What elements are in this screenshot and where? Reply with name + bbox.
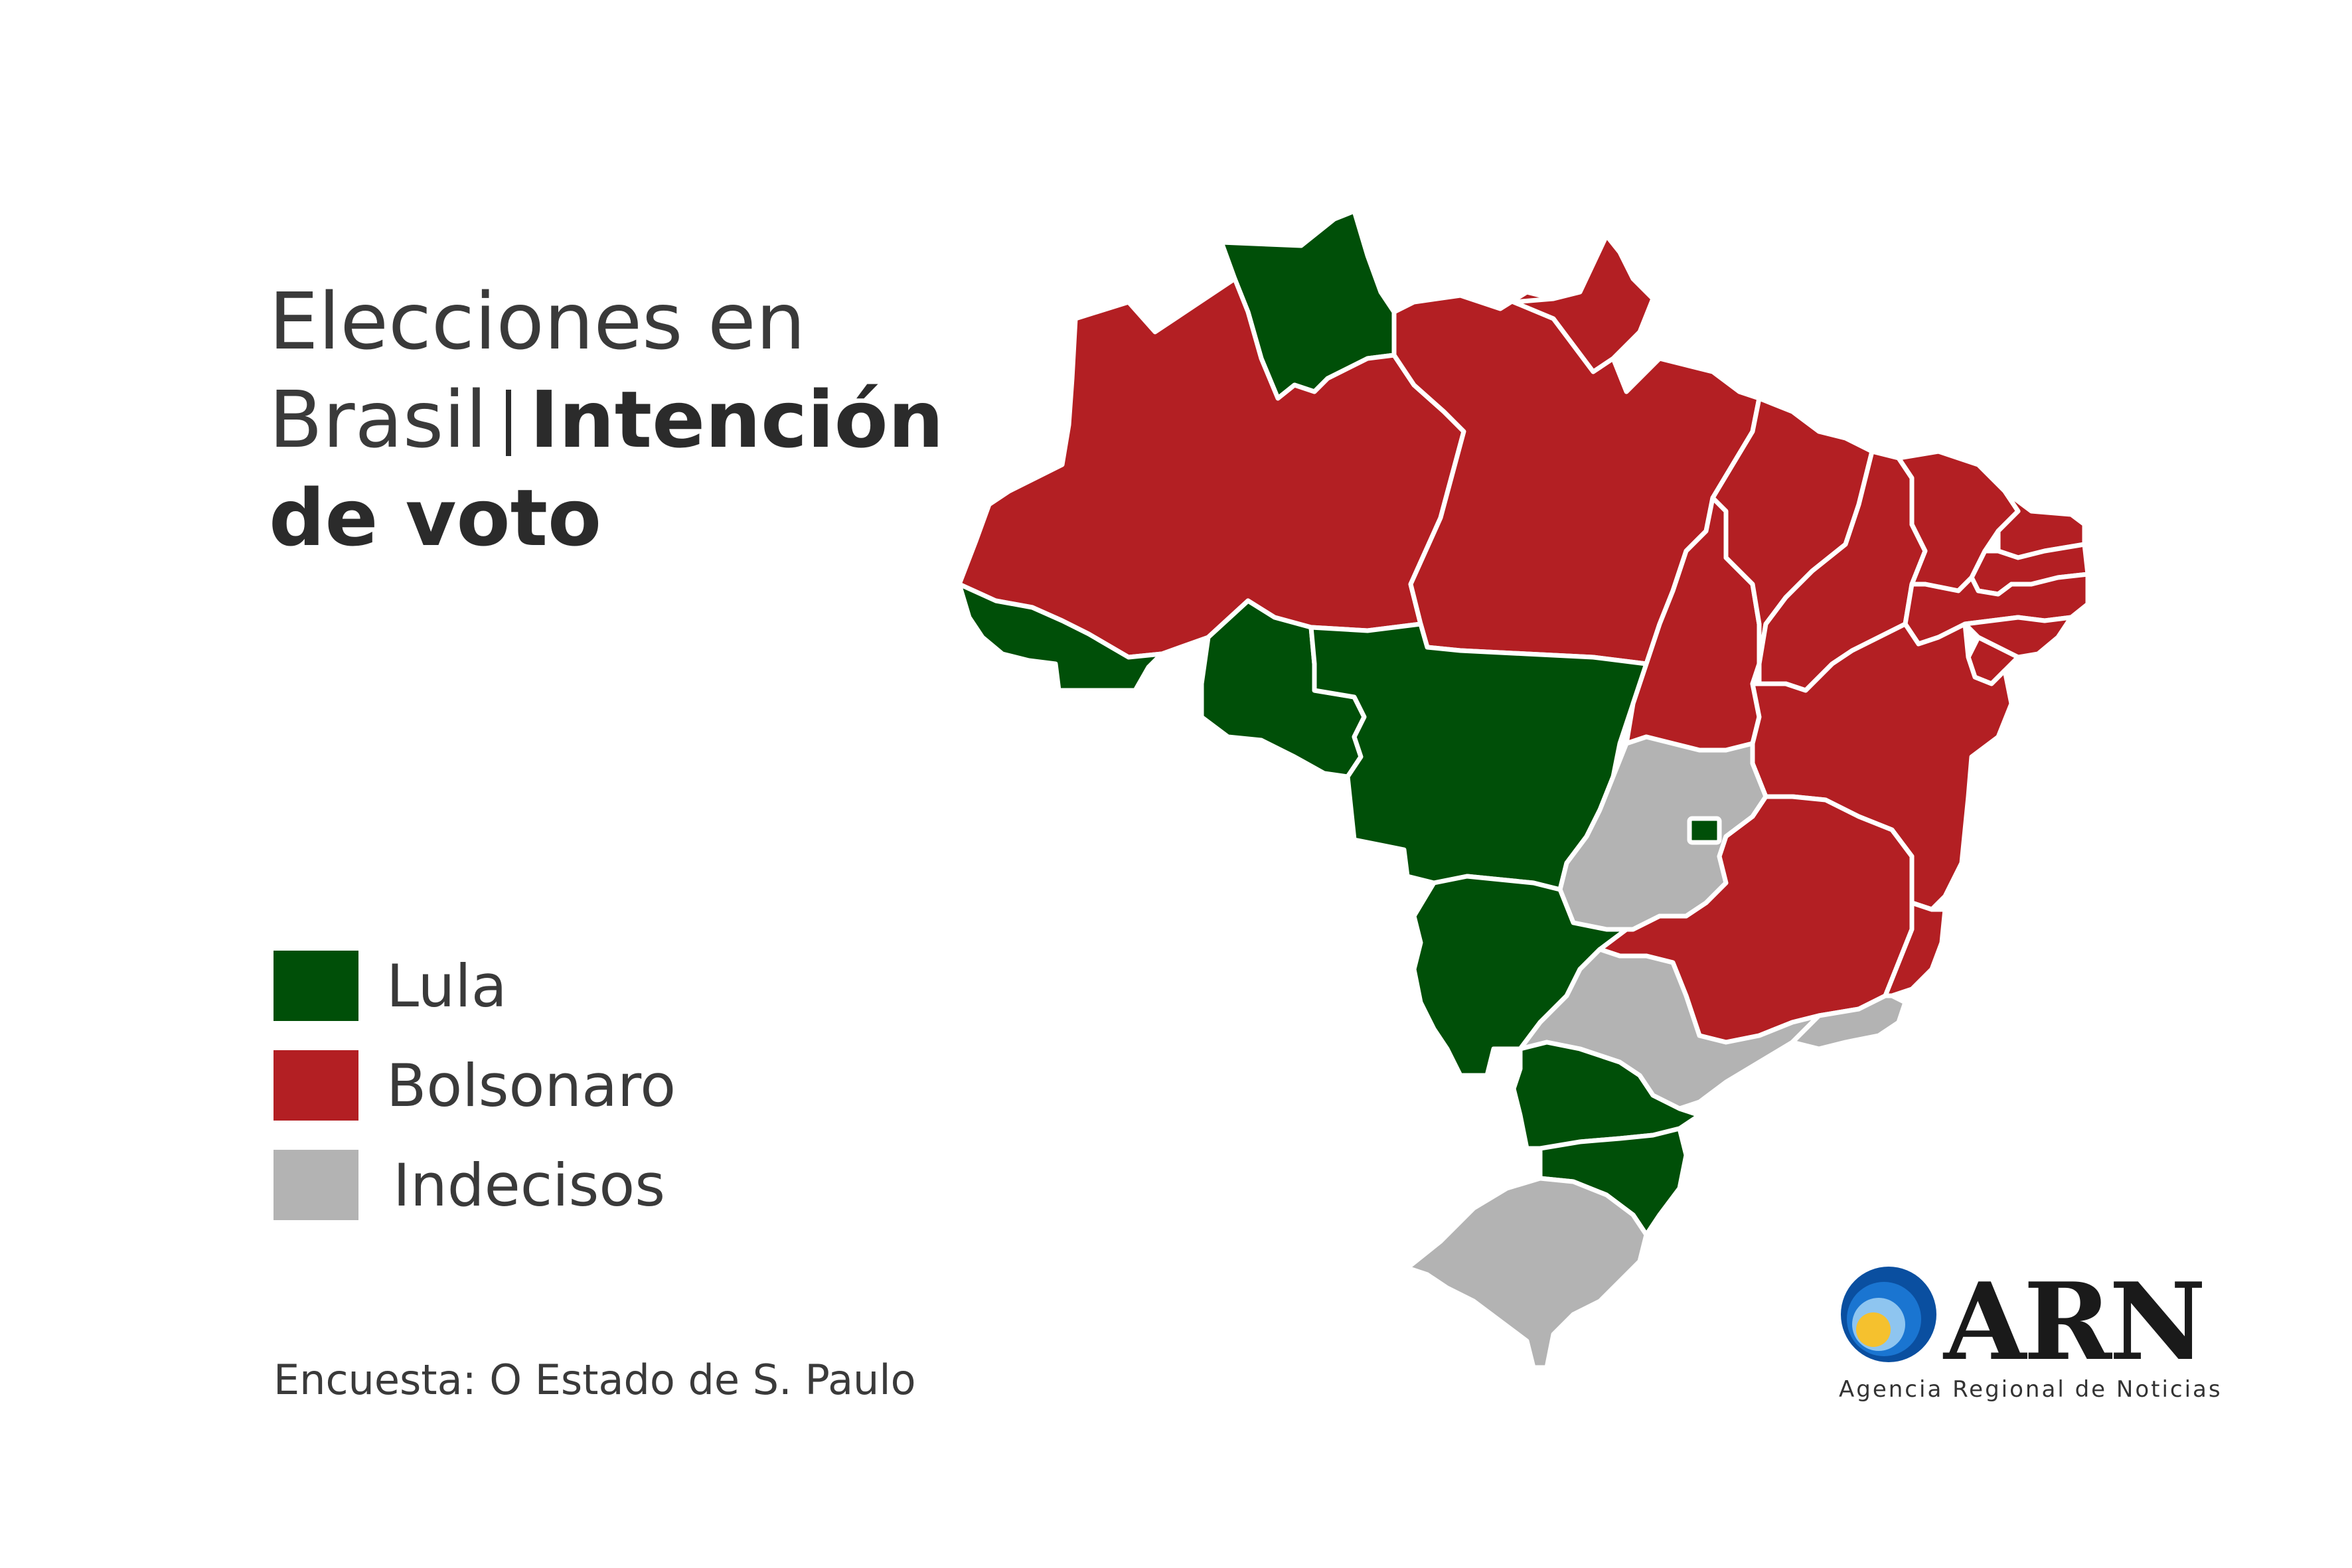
title-line-3: de voto <box>269 472 602 564</box>
title-line-2: Brasil Intención <box>269 370 944 469</box>
title-brasil: Brasil <box>269 374 487 465</box>
map-title: Elecciones en Brasil Intención de voto <box>269 272 944 567</box>
legend-swatch-indecisos <box>274 1150 358 1220</box>
title-intencion: Intención <box>529 374 944 465</box>
legend-label-lula: Lula <box>386 951 507 1020</box>
state-rio-de-janeiro <box>1790 993 1908 1052</box>
title-line-1: Elecciones en <box>269 275 806 367</box>
arn-logo-subtitle: Agencia Regional de Noticias <box>1839 1376 2223 1403</box>
state-acre <box>957 582 1164 693</box>
arn-logo: ARN Agencia Regional de Noticias <box>1839 1259 2221 1411</box>
legend-item-indecisos: Indecisos <box>274 1150 665 1220</box>
state-amapa <box>1511 233 1656 374</box>
legend-swatch-lula <box>274 951 358 1021</box>
state-distrito-federal <box>1687 816 1722 845</box>
title-separator <box>505 390 511 456</box>
state-espirito-santo <box>1883 900 1948 998</box>
legend-label-indecisos: Indecisos <box>393 1150 666 1219</box>
legend-item-bolsonaro: Bolsonaro <box>274 1050 676 1121</box>
legend-swatch-bolsonaro <box>274 1050 358 1121</box>
legend-item-lula: Lula <box>274 951 507 1021</box>
arn-logo-icon <box>1841 1267 1936 1362</box>
legend-label-bolsonaro: Bolsonaro <box>386 1051 676 1120</box>
arn-logo-text: ARN <box>1944 1259 2206 1384</box>
source-credit: Encuesta: O Estado de S. Paulo <box>274 1356 916 1404</box>
state-rio-grande-do-sul <box>1405 1176 1649 1370</box>
